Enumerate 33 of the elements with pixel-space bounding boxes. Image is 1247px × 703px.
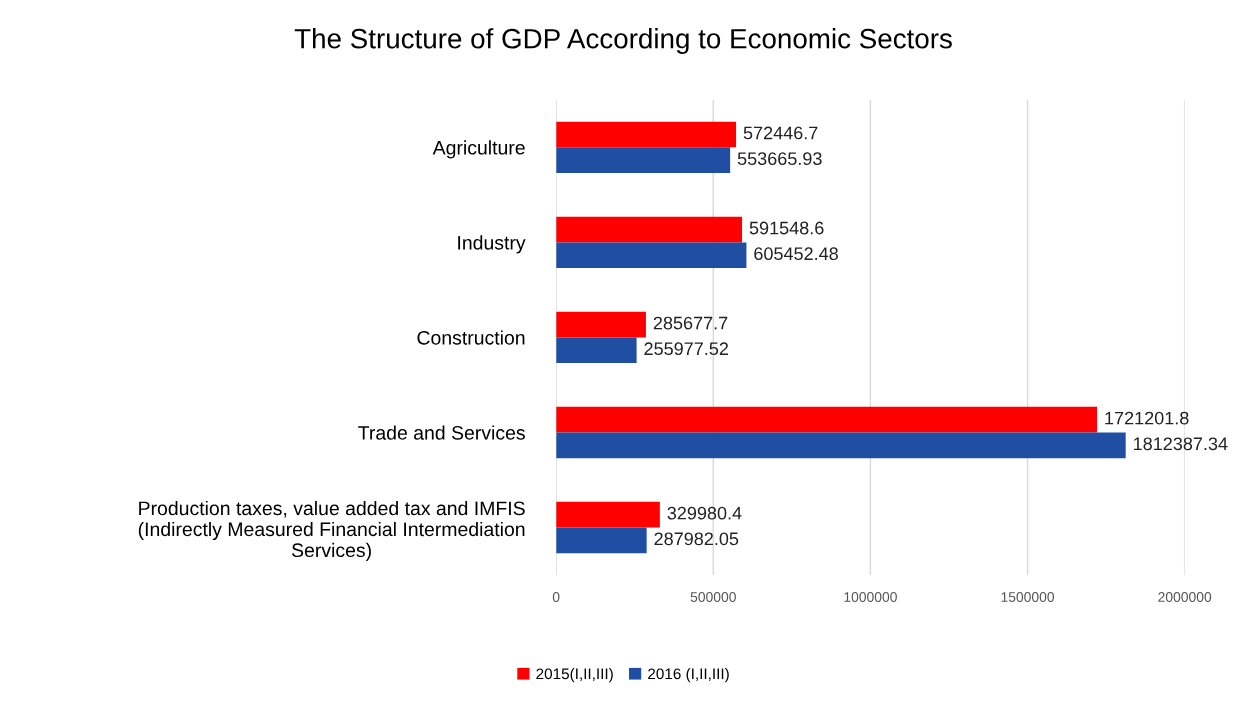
- x-tick-label: 0: [552, 592, 560, 602]
- data-label: 285677.7: [653, 316, 728, 330]
- chart-title: The Structure of GDP According to Economic Sectors: [294, 28, 952, 55]
- y-tick-label: Construction: [417, 330, 525, 345]
- bar: [556, 311, 646, 338]
- y-tick-label: Trade and Services: [358, 425, 525, 440]
- data-label: 329980.4: [667, 506, 742, 520]
- y-tick-label: Agriculture: [432, 140, 525, 159]
- bar: [556, 337, 637, 364]
- y-tick-label: Production taxes, value added tax and IMFIS (Indirectly Measured Financial Intermediation Services): [138, 500, 525, 561]
- x-tick-label: 1500000: [1001, 592, 1055, 602]
- data-label: 255977.52: [644, 342, 728, 356]
- x-tick-label: 2000000: [1158, 592, 1212, 602]
- data-label: 605452.48: [754, 247, 838, 261]
- x-tick-label: 1000000: [844, 592, 897, 602]
- data-label: 553665.93: [737, 152, 822, 166]
- bar: [556, 501, 660, 528]
- x-tick-label: 500000: [690, 592, 736, 602]
- bar: [556, 121, 737, 148]
- y-tick-label: Industry: [458, 235, 526, 254]
- data-label: 572446.7: [743, 126, 818, 140]
- data-label: 287982.05: [654, 532, 739, 546]
- bar: [556, 406, 1098, 433]
- bar: [556, 527, 647, 554]
- bar: [556, 242, 747, 269]
- bar: [556, 216, 743, 243]
- legend-label: 2015(I,II,III): [536, 667, 613, 683]
- data-label: 591548.6: [749, 221, 824, 235]
- bar: [556, 432, 1126, 459]
- data-label: 1812387.34: [1134, 437, 1228, 451]
- data-label: 1721201.8: [1105, 411, 1189, 425]
- bar: [556, 147, 731, 174]
- legend-label: 2016 (I,II,III): [648, 667, 729, 683]
